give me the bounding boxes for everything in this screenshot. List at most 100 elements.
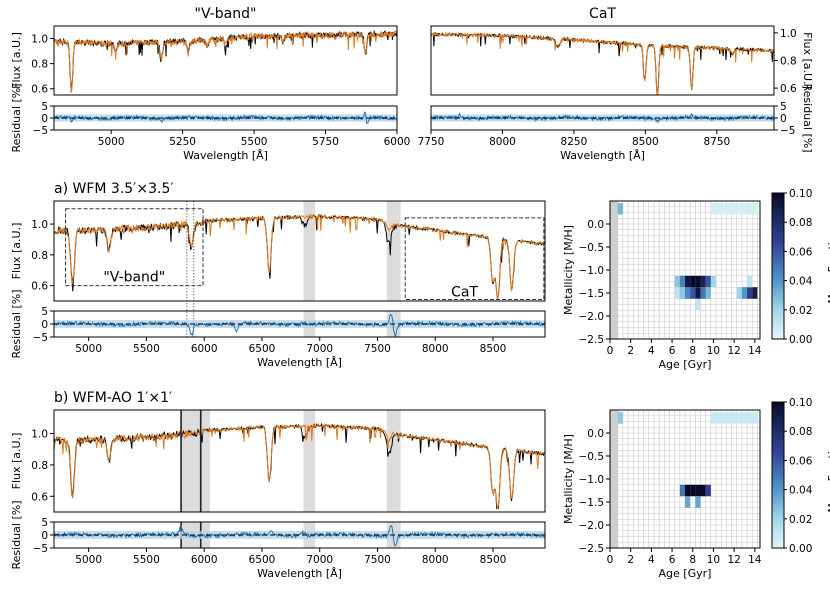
panel-b-xtick-label-0: 5000 xyxy=(75,554,102,566)
top-right-xlabel: Wavelength [Å] xyxy=(560,149,645,162)
panel-a-resid-ytick-label-2: −5 xyxy=(33,332,48,344)
heatmap-b-ytick-label-4: −2.0 xyxy=(579,520,605,532)
heatmap-a-xtick-label-3: 6 xyxy=(669,345,676,357)
panel-a-resid-ytick-label-1: 0 xyxy=(41,319,48,331)
panel-b-ytick-label-0: 0.6 xyxy=(31,491,48,503)
heatmap-a-cell-5 xyxy=(731,203,737,215)
top-left-data-line xyxy=(54,29,397,93)
top-left-resid-ytick-label-0: 5 xyxy=(41,101,48,113)
panel-b-flux-frame xyxy=(53,409,546,513)
heatmap-a-cell-7 xyxy=(741,203,748,215)
heatmap-b-cell-14 xyxy=(700,484,706,497)
heatmap-b-cell-15 xyxy=(705,484,711,497)
heatmap-b-xtick-label-2: 4 xyxy=(648,554,655,566)
heatmap-a-cell-19 xyxy=(679,287,685,299)
heatmap-a-cell-4 xyxy=(726,203,732,215)
panel-b-resid-ytick-label-2: −5 xyxy=(33,543,48,555)
panel-b-resid-ytick-label-0: 5 xyxy=(41,517,48,529)
heatmap-a-cell-0 xyxy=(617,203,623,215)
top-left-resid-ytick-label-1: 0 xyxy=(41,113,48,125)
heatmap-a-xtick-label-2: 4 xyxy=(648,345,655,357)
panel-a-resid-ytick-label-0: 5 xyxy=(41,306,48,318)
heatmap-b-cbar-tick-label-5: 0.10 xyxy=(789,397,812,409)
panel-a-ytick-label-0: 0.6 xyxy=(31,281,48,293)
heatmap-b-xtick-label-4: 8 xyxy=(689,554,696,566)
panel-a-model-line xyxy=(54,213,545,299)
heatmap-a-cbar-tick-label-0: 0.00 xyxy=(789,334,812,346)
panel-a-ylabel: Flux [a.U.] xyxy=(10,223,23,280)
top-left-resid-ytick-label-2: −5 xyxy=(33,125,48,137)
panel-a-ytick-label-1: 0.8 xyxy=(31,250,48,262)
panel-a-xtick-label-3: 6500 xyxy=(249,343,276,355)
panel-b-xtick-label-3: 6500 xyxy=(249,554,276,566)
heatmap-a-cell-25 xyxy=(736,287,742,299)
panel-b-mask-2 xyxy=(386,410,401,512)
panel-b-title: b) WFM-AO 1′×1′ xyxy=(54,390,172,406)
top-left-xtick-label-0: 5000 xyxy=(98,136,125,148)
heatmap-a-xtick-label-4: 8 xyxy=(689,345,696,357)
heatmap-b-xtick-label-3: 6 xyxy=(669,554,676,566)
heatmap-a-cell-23 xyxy=(700,287,706,299)
top-left-xtick-label-2: 5500 xyxy=(241,136,268,148)
heatmap-a-cell-6 xyxy=(736,203,742,215)
heatmap-b-cbar-tick-label-0: 0.00 xyxy=(789,543,812,555)
panel-a-title: a) WFM 3.5′×3.5′ xyxy=(54,181,174,197)
heatmap-b-xtick-label-0: 0 xyxy=(607,554,614,566)
panel-a-mask-0 xyxy=(303,201,316,301)
top-right-title: CaT xyxy=(589,6,616,22)
heatmap-a-colorbar xyxy=(771,192,785,340)
heatmap-a-cell-2 xyxy=(716,203,722,215)
heatmap-b-cell-1 xyxy=(710,412,717,424)
top-left-xlabel: Wavelength [Å] xyxy=(183,149,268,162)
top-left-model-line xyxy=(54,29,397,94)
top-right-ytick-label-2: 1.0 xyxy=(780,28,797,40)
top-left-resid-ylabel: Residual [%] xyxy=(10,84,23,153)
top-right-xtick-label-0: 7750 xyxy=(418,136,445,148)
heatmap-b-cbar-label: Mass Fraction xyxy=(826,437,830,512)
heatmap-b-xtick-label-7: 14 xyxy=(748,554,762,566)
top-left-xtick-label-4: 6000 xyxy=(384,136,411,148)
panel-a-residual-line xyxy=(54,313,545,337)
panel-a-vband-box-label: "V-band" xyxy=(103,270,165,286)
panel-a-xtick-label-0: 5000 xyxy=(75,343,102,355)
heatmap-b-ytick-label-5: −2.5 xyxy=(579,543,605,555)
heatmap-a-cell-3 xyxy=(721,203,727,215)
heatmap-a-ytick-label-4: −2.0 xyxy=(579,311,605,323)
panel-a-xtick-label-5: 7500 xyxy=(364,343,391,355)
heatmap-b-cell-10 xyxy=(679,484,685,497)
top-right-resid-ytick-label-2: −5 xyxy=(780,125,795,137)
panel-b-model-line xyxy=(54,423,545,510)
heatmap-a-ytick-label-5: −2.5 xyxy=(579,334,605,346)
heatmap-b-ytick-label-1: −0.5 xyxy=(579,451,605,463)
heatmap-b-cell-8 xyxy=(747,412,753,424)
heatmap-b-cbar-tick-label-1: 0.02 xyxy=(789,514,812,526)
panel-b-mask-1 xyxy=(303,410,316,512)
panel-b-xtick-label-6: 8000 xyxy=(422,554,449,566)
heatmap-a-cell-22 xyxy=(695,287,701,299)
heatmap-a-ylabel: Metallicity [M/H] xyxy=(562,225,575,315)
top-left-ytick-label-1: 0.8 xyxy=(31,59,48,71)
heatmap-a-cell-13 xyxy=(690,275,696,288)
heatmap-a-xtick-label-0: 0 xyxy=(607,345,614,357)
heatmap-b-cell-16 xyxy=(685,496,691,508)
panel-b-ytick-label-2: 1.0 xyxy=(31,429,48,441)
top-right-xtick-label-1: 8000 xyxy=(489,136,516,148)
heatmap-a-ytick-label-0: 0.0 xyxy=(587,219,604,231)
heatmap-a-cell-27 xyxy=(747,287,753,299)
panel-a-xtick-label-4: 7000 xyxy=(306,343,333,355)
heatmap-a-cbar-tick-label-2: 0.04 xyxy=(789,276,813,288)
heatmap-a-cell-17 xyxy=(710,275,717,288)
panel-a-xtick-label-7: 8500 xyxy=(480,343,507,355)
heatmap-a-cell-30 xyxy=(695,298,701,311)
top-right-xtick-label-3: 8500 xyxy=(632,136,659,148)
heatmap-b-cell-5 xyxy=(731,412,737,424)
top-right-ytick-label-1: 0.8 xyxy=(780,56,797,68)
heatmap-b-cbar-tick-label-2: 0.04 xyxy=(789,485,813,497)
panel-a-xlabel: Wavelength [Å] xyxy=(257,356,342,369)
heatmap-b-ylabel: Metallicity [M/H] xyxy=(562,434,575,524)
top-right-resid-ytick-label-1: 0 xyxy=(780,113,787,125)
panel-b-ytick-label-1: 0.8 xyxy=(31,460,48,472)
heatmap-a-cell-15 xyxy=(700,275,706,288)
heatmap-b-cell-0 xyxy=(617,412,623,424)
panel-a-resid-ylabel: Residual [%] xyxy=(10,290,23,359)
